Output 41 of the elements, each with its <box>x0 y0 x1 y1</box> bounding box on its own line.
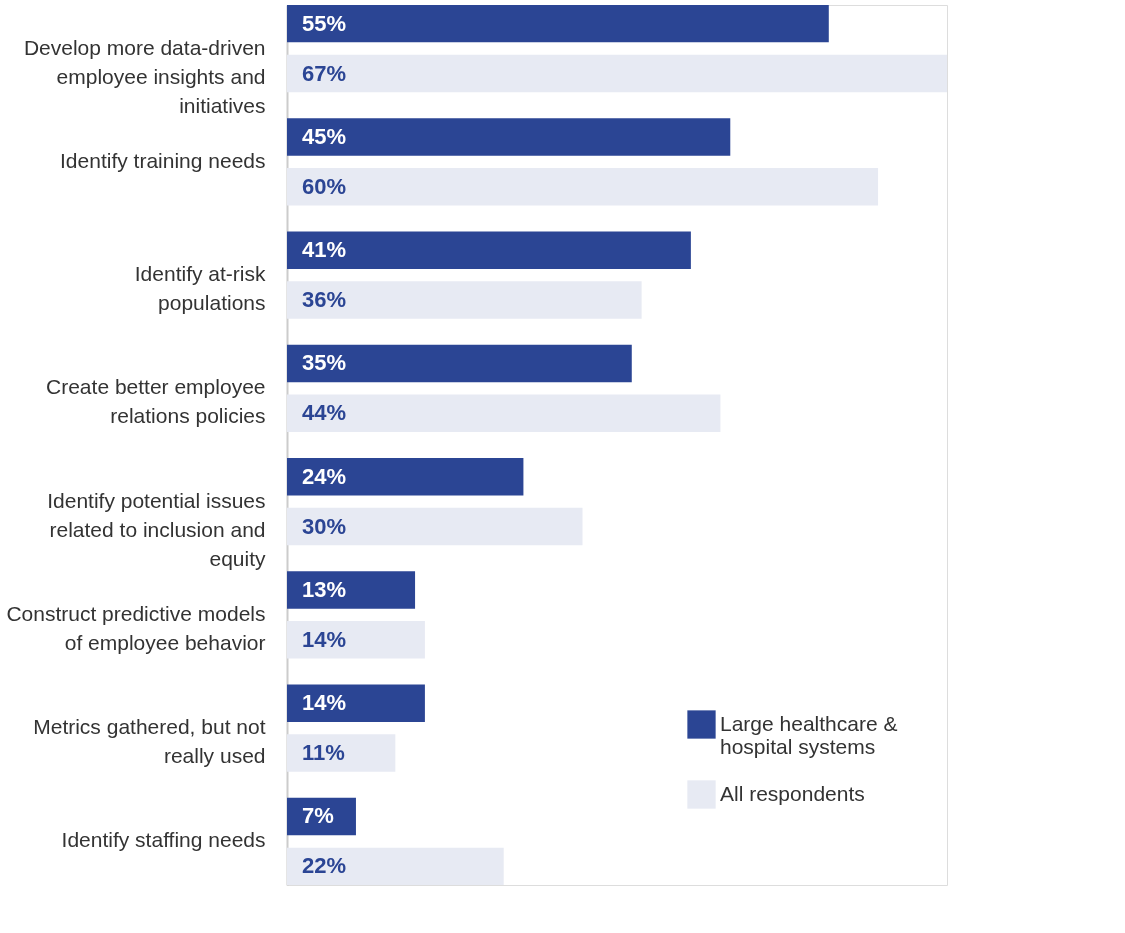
y-tick-label: Develop more data-driven employee insights and initiatives <box>23 35 266 117</box>
bar <box>287 847 504 885</box>
data-label: 13% <box>302 576 347 602</box>
data-label: 7% <box>302 803 334 829</box>
bar <box>287 281 642 319</box>
data-label: 35% <box>302 350 347 376</box>
bar <box>287 118 731 156</box>
data-label: 41% <box>302 237 347 263</box>
data-label: 11% <box>302 740 345 766</box>
data-label: 60% <box>302 173 347 199</box>
data-label: 36% <box>302 287 347 313</box>
legend-label: All respondents <box>720 781 865 805</box>
bar <box>287 168 879 206</box>
bar <box>287 458 524 496</box>
y-tick-label: Construct predictive models of employee behavior <box>6 601 266 654</box>
y-tick-label: Identify potential issues related to inclusion and equity <box>47 488 266 570</box>
data-label: 24% <box>302 463 347 489</box>
data-label: 22% <box>302 853 347 879</box>
data-label: 67% <box>302 60 347 86</box>
data-label: 14% <box>302 690 347 716</box>
bar <box>287 684 425 722</box>
y-tick-label: Identify training needs <box>60 148 266 172</box>
y-tick-label: Identify staffing needs <box>61 828 266 852</box>
data-label: 55% <box>302 10 347 36</box>
data-label: 44% <box>302 400 347 426</box>
data-label: 14% <box>302 626 347 652</box>
bar <box>287 54 947 93</box>
bar <box>287 571 416 609</box>
bar <box>287 394 721 432</box>
bar <box>287 5 829 43</box>
bar <box>287 344 632 383</box>
data-label: 45% <box>302 123 347 149</box>
y-tick-label: Identify at-risk populations <box>134 262 266 315</box>
legend-label: Large healthcare & hospital systems <box>720 711 898 758</box>
bar <box>287 507 583 546</box>
bar <box>287 231 691 269</box>
bar <box>287 734 396 772</box>
y-tick-label: Create better employee relations policies <box>46 375 266 428</box>
y-tick-label: Metrics gathered, but not really used <box>33 715 266 768</box>
data-label: 30% <box>302 513 347 539</box>
bar <box>287 621 425 659</box>
